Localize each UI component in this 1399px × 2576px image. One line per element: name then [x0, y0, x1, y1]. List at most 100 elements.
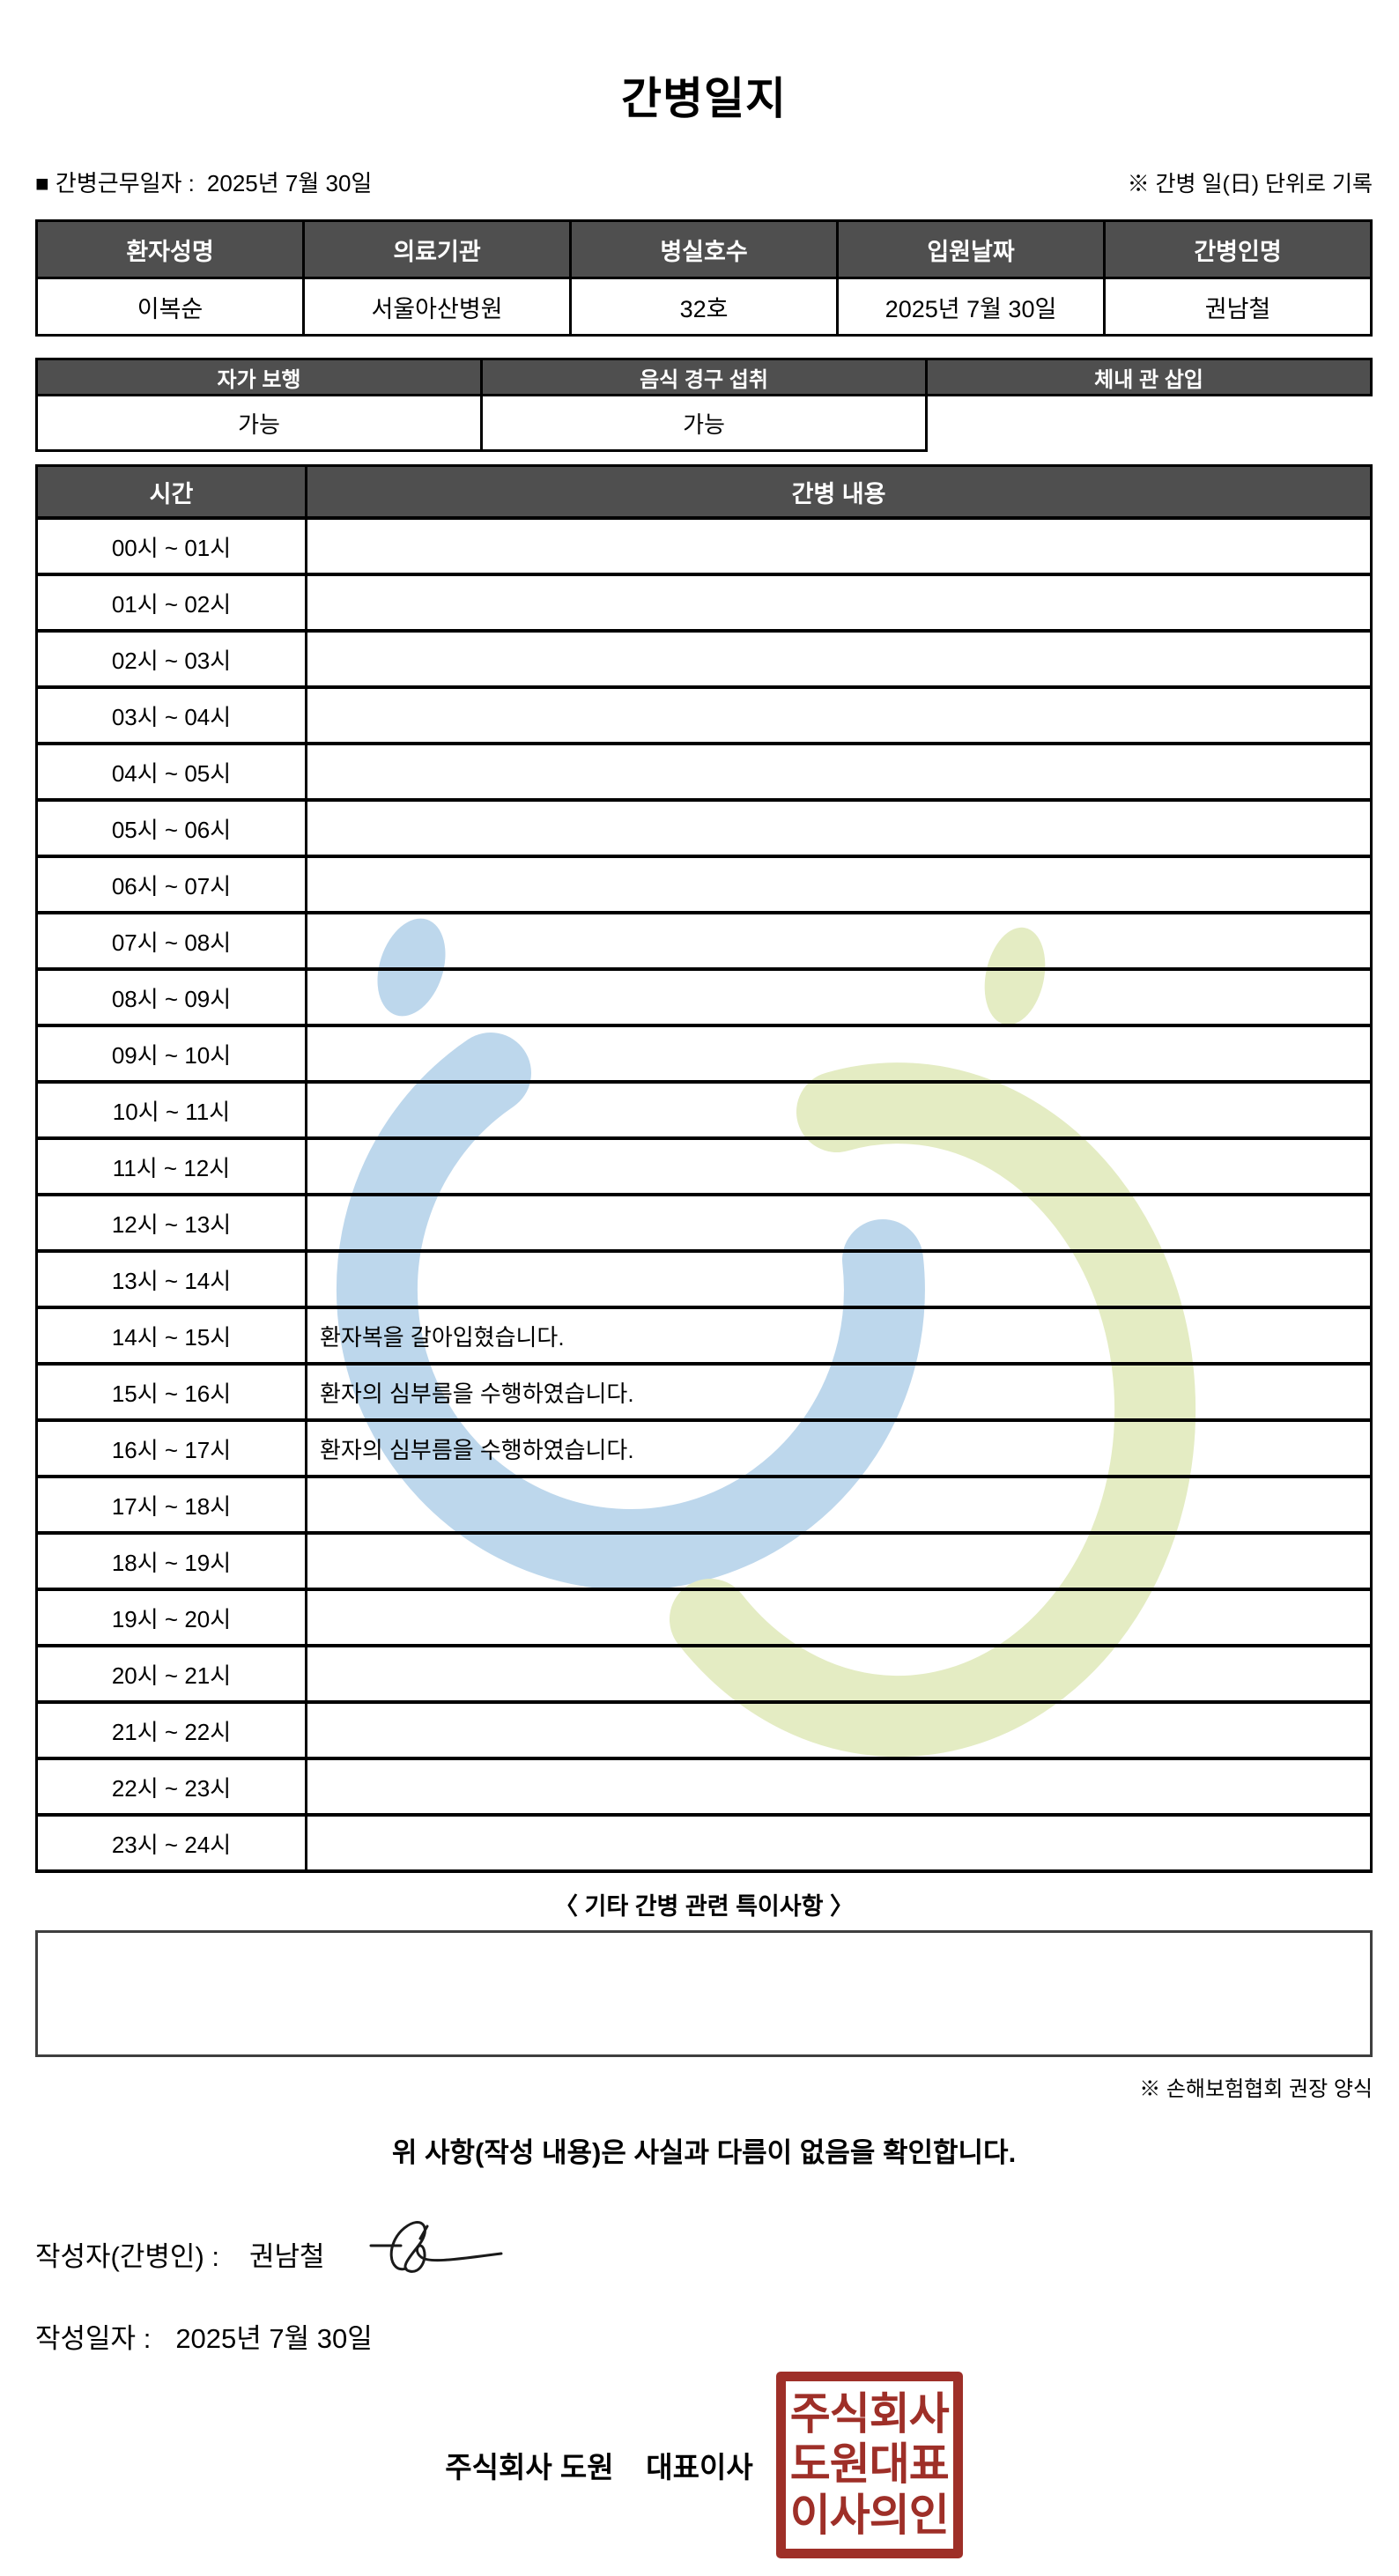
- log-row-time: 19시 ~ 20시: [35, 1588, 307, 1647]
- tube-insertion-value: [925, 394, 1372, 451]
- log-row: 03시 ~ 04시: [35, 685, 1373, 745]
- patient-name-value: 이복순: [35, 277, 305, 337]
- log-row-time: 16시 ~ 17시: [35, 1418, 307, 1478]
- log-row-time: 12시 ~ 13시: [35, 1193, 307, 1253]
- log-row: 23시 ~ 24시: [35, 1813, 1373, 1873]
- status-table-wrap: 자가 보행 음식 경구 섭취 체내 관 삽입 가능 가능: [35, 358, 1373, 452]
- col-header-tube-insertion: 체내 관 삽입: [925, 358, 1373, 396]
- log-row: 16시 ~ 17시 환자의 심부름을 수행하였습니다.: [35, 1418, 1373, 1478]
- log-row-content: [305, 629, 1373, 689]
- written-date-label: 작성일자 :: [35, 2323, 152, 2354]
- log-row-time: 09시 ~ 10시: [35, 1024, 307, 1084]
- log-row-content: [305, 1588, 1373, 1647]
- log-row-content: [305, 742, 1373, 802]
- care-log-header-row: 시간 간병 내용: [35, 464, 1373, 520]
- insurance-form-note: ※ 손해보험협회 권장 양식: [1139, 2077, 1373, 2101]
- oral-intake-value: 가능: [480, 394, 928, 452]
- log-row: 20시 ~ 21시: [35, 1644, 1373, 1704]
- work-date-label: ■ 간병근무일자 :: [35, 170, 195, 196]
- log-row: 17시 ~ 18시: [35, 1475, 1373, 1535]
- log-row-content: 환자복을 갈아입혔습니다.: [305, 1306, 1373, 1366]
- admission-date-value: 2025년 7월 30일: [836, 277, 1106, 337]
- log-row-content: [305, 1475, 1373, 1535]
- log-row: 04시 ~ 05시: [35, 742, 1373, 802]
- col-header-self-walking: 자가 보행: [35, 358, 483, 396]
- log-row-content: [305, 1813, 1373, 1873]
- writer-name: 권남철: [249, 2240, 325, 2272]
- log-row: 01시 ~ 02시: [35, 573, 1373, 633]
- log-row-content: [305, 1700, 1373, 1760]
- log-row-content: [305, 1080, 1373, 1140]
- col-header-admission-date: 입원날짜: [836, 219, 1106, 279]
- log-row-time: 10시 ~ 11시: [35, 1080, 307, 1140]
- log-row: 18시 ~ 19시: [35, 1531, 1373, 1591]
- log-row: 19시 ~ 20시: [35, 1588, 1373, 1647]
- log-row-time: 13시 ~ 14시: [35, 1249, 307, 1309]
- log-row: 12시 ~ 13시: [35, 1193, 1373, 1253]
- log-row-time: 03시 ~ 04시: [35, 685, 307, 745]
- log-row: 14시 ~ 15시 환자복을 갈아입혔습니다.: [35, 1306, 1373, 1366]
- room-value: 32호: [569, 277, 839, 337]
- col-header-time: 시간: [35, 464, 307, 520]
- log-row-content: [305, 798, 1373, 858]
- log-row: 05시 ~ 06시: [35, 798, 1373, 858]
- handwritten-signature: [369, 2221, 503, 2273]
- col-header-hospital: 의료기관: [302, 219, 572, 279]
- log-row: 00시 ~ 01시: [35, 516, 1373, 576]
- page-title: 간병일지: [621, 74, 787, 123]
- care-log-table: 시간 간병 내용 00시 ~ 01시 01시 ~ 02시 02시 ~ 03시 03시 …: [35, 464, 1373, 1873]
- log-row-time: 07시 ~ 08시: [35, 911, 307, 971]
- log-row-time: 05시 ~ 06시: [35, 798, 307, 858]
- log-row-time: 22시 ~ 23시: [35, 1757, 307, 1817]
- col-header-care-content: 간병 내용: [305, 464, 1373, 520]
- log-row-content: [305, 573, 1373, 633]
- log-row-time: 02시 ~ 03시: [35, 629, 307, 689]
- log-row-time: 20시 ~ 21시: [35, 1644, 307, 1704]
- special-notes-box: [35, 1930, 1373, 2057]
- document-content: 간병일지 ■ 간병근무일자 : 2025년 7월 30일 ※ 간병 일(日) 단위…: [0, 63, 1399, 2558]
- log-row: 11시 ~ 12시: [35, 1136, 1373, 1196]
- log-row-content: [305, 1024, 1373, 1084]
- log-row: 13시 ~ 14시: [35, 1249, 1373, 1309]
- company-row: 주식회사 도원 대표이사 주식회사 도원대표 이사의인: [35, 2372, 1373, 2558]
- log-row-time: 14시 ~ 15시: [35, 1306, 307, 1366]
- status-value-row: 가능 가능: [35, 394, 1372, 452]
- stamp-line-2: 도원대표: [789, 2439, 950, 2490]
- log-row-content: [305, 1249, 1373, 1309]
- status-header-row: 자가 보행 음식 경구 섭취 체내 관 삽입: [35, 358, 1373, 396]
- col-header-room: 병실호수: [569, 219, 839, 279]
- self-walking-value: 가능: [35, 394, 483, 452]
- log-row-content: [305, 1136, 1373, 1196]
- log-row: 22시 ~ 23시: [35, 1757, 1373, 1817]
- log-row-content: [305, 1644, 1373, 1704]
- written-date-row: 작성일자 : 2025년 7월 30일: [35, 2316, 1373, 2356]
- log-table-body: 00시 ~ 01시 01시 ~ 02시 02시 ~ 03시 03시 ~ 04시 04시 …: [35, 516, 1373, 1873]
- unit-note: ※ 간병 일(日) 단위로 기록: [1127, 172, 1373, 196]
- writer-signature-row: 작성자(간병인) : 권남철: [35, 2214, 1373, 2293]
- log-row-time: 15시 ~ 16시: [35, 1362, 307, 1422]
- log-row-content: [305, 1193, 1373, 1253]
- log-row-content: 환자의 심부름을 수행하였습니다.: [305, 1362, 1373, 1422]
- log-row: 10시 ~ 11시: [35, 1080, 1373, 1140]
- log-row-content: [305, 1531, 1373, 1591]
- col-header-patient-name: 환자성명: [35, 219, 305, 279]
- log-row-content: [305, 855, 1373, 914]
- care-log-table-wrap: 시간 간병 내용 00시 ~ 01시 01시 ~ 02시 02시 ~ 03시 03시 …: [35, 464, 1373, 1873]
- written-date-value: 2025년 7월 30일: [175, 2323, 373, 2354]
- log-row-content: 환자의 심부름을 수행하였습니다.: [305, 1418, 1373, 1478]
- work-date-line: ■ 간병근무일자 : 2025년 7월 30일: [35, 166, 372, 198]
- caregiver-name-value: 권남철: [1103, 277, 1373, 337]
- log-row-content: [305, 516, 1373, 576]
- log-row: 02시 ~ 03시: [35, 629, 1373, 689]
- log-row-time: 21시 ~ 22시: [35, 1700, 307, 1760]
- log-row-content: [305, 911, 1373, 971]
- log-row: 09시 ~ 10시: [35, 1024, 1373, 1084]
- writer-label: 작성자(간병인) :: [35, 2240, 219, 2272]
- stamp-line-3: 이사의인: [789, 2490, 950, 2540]
- log-row-time: 17시 ~ 18시: [35, 1475, 307, 1535]
- log-row-time: 01시 ~ 02시: [35, 573, 307, 633]
- patient-info-header-row: 환자성명 의료기관 병실호수 입원날짜 간병인명: [35, 219, 1373, 279]
- confirmation-statement: 위 사항(작성 내용)은 사실과 다름이 없음을 확인합니다.: [391, 2137, 1017, 2168]
- col-header-oral-intake: 음식 경구 섭취: [480, 358, 928, 396]
